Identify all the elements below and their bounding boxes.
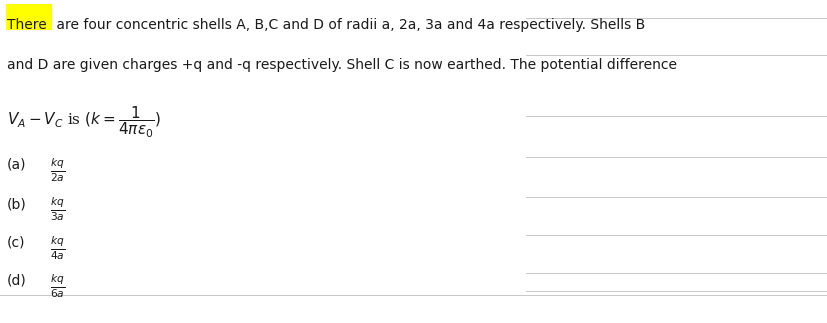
Text: $\frac{kq}{6a}$: $\frac{kq}{6a}$ bbox=[50, 272, 65, 300]
Text: are four concentric shells A, B,C and D of radii a, 2a, 3a and 4a respectively. : are four concentric shells A, B,C and D … bbox=[52, 18, 644, 32]
Text: $\frac{kq}{3a}$: $\frac{kq}{3a}$ bbox=[50, 195, 65, 223]
Text: (d): (d) bbox=[7, 274, 26, 288]
Text: (a): (a) bbox=[7, 158, 26, 172]
Text: There: There bbox=[7, 18, 46, 32]
Bar bbox=[6, 4, 52, 30]
Text: $\frac{kq}{4a}$: $\frac{kq}{4a}$ bbox=[50, 234, 65, 262]
Text: (b): (b) bbox=[7, 197, 26, 211]
Text: (c): (c) bbox=[7, 236, 26, 250]
Text: $\frac{kq}{2a}$: $\frac{kq}{2a}$ bbox=[50, 156, 65, 184]
Text: and D are given charges +q and -q respectively. Shell C is now earthed. The pote: and D are given charges +q and -q respec… bbox=[7, 58, 676, 72]
Text: $V_A - V_C$ is $(k = \dfrac{1}{4\pi\varepsilon_0})$: $V_A - V_C$ is $(k = \dfrac{1}{4\pi\vare… bbox=[7, 105, 160, 141]
